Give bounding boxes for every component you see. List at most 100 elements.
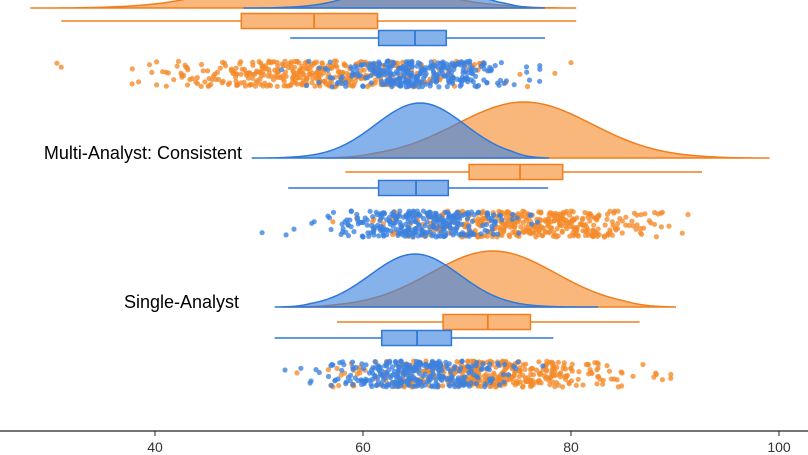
boxplot-orange-group-1 <box>345 163 703 181</box>
jitter-point <box>604 363 610 369</box>
jitter-point <box>379 78 385 84</box>
jitter-point <box>418 67 424 73</box>
jitter-point <box>409 58 415 64</box>
jitter-point <box>465 363 471 369</box>
jitter-point <box>405 218 411 224</box>
jitter-point <box>451 220 457 226</box>
jitter-point <box>679 230 685 236</box>
jitter-point <box>511 370 518 376</box>
jitter-point <box>610 222 616 228</box>
group-label-1: Multi-Analyst: Consistent <box>44 143 242 163</box>
jitter-point <box>506 361 512 367</box>
x-tick-label-1: 60 <box>355 439 371 455</box>
jitter-point <box>509 216 515 222</box>
jitter-point <box>523 229 529 235</box>
jitter-point <box>216 76 222 83</box>
jitter-point <box>464 211 470 217</box>
jitter-point <box>450 226 456 232</box>
jitter-point <box>458 82 464 88</box>
jitter-point <box>564 226 570 232</box>
jitter-point <box>438 376 444 382</box>
jitter-point <box>471 231 477 237</box>
jitter-point <box>198 83 204 89</box>
jitter-point <box>291 226 297 232</box>
jitter-point <box>459 358 465 364</box>
jitter-point <box>571 216 577 223</box>
jitter-point <box>623 222 629 228</box>
jitter-point <box>329 84 335 90</box>
jitter-point <box>404 379 410 385</box>
points-blue-group-1 <box>259 208 541 240</box>
jitter-point <box>505 372 511 378</box>
jitter-point <box>309 80 315 86</box>
jitter-point <box>586 371 592 377</box>
jitter-point <box>566 212 573 218</box>
jitter-point <box>298 365 304 371</box>
jitter-point <box>549 359 555 365</box>
jitter-point <box>338 231 344 238</box>
jitter-point <box>440 383 446 389</box>
jitter-point <box>470 79 476 85</box>
jitter-point <box>658 224 665 230</box>
jitter-point <box>629 218 635 224</box>
jitter-point <box>376 233 382 239</box>
jitter-point <box>328 382 334 389</box>
jitter-point <box>404 213 410 219</box>
jitter-point <box>328 363 334 369</box>
jitter-point <box>634 222 640 228</box>
jitter-point <box>338 372 344 378</box>
jitter-point <box>392 358 399 365</box>
jitter-point <box>274 69 280 75</box>
jitter-point <box>554 226 560 232</box>
jitter-point <box>533 234 539 240</box>
jitter-point <box>554 234 560 240</box>
jitter-point <box>668 371 674 377</box>
boxplot-orange-group-2 <box>337 313 640 331</box>
jitter-point <box>404 70 410 76</box>
jitter-point <box>334 81 340 87</box>
jitter-point <box>504 219 510 225</box>
jitter-point <box>497 382 503 388</box>
jitter-point <box>330 219 336 225</box>
jitter-point <box>634 212 640 218</box>
jitter-point <box>372 372 378 379</box>
jitter-point <box>349 83 355 89</box>
jitter-point <box>345 233 352 239</box>
jitter-point <box>378 225 384 232</box>
jitter-point <box>471 212 477 218</box>
jitter-point <box>290 68 296 74</box>
jitter-point <box>277 74 283 80</box>
jitter-point <box>250 71 256 78</box>
jitter-point <box>343 63 349 69</box>
jitter-point <box>434 226 440 232</box>
jitter-point <box>638 212 644 218</box>
jitter-point <box>312 83 318 89</box>
jitter-point <box>434 78 440 84</box>
jitter-point <box>299 82 305 88</box>
jitter-point <box>308 63 314 69</box>
jitter-point <box>212 71 218 77</box>
jitter-point <box>504 211 510 217</box>
jitter-point <box>582 209 588 216</box>
jitter-point <box>516 230 522 236</box>
jitter-point <box>343 83 349 89</box>
jitter-point <box>350 66 356 73</box>
jitter-point <box>384 67 390 73</box>
jitter-point <box>355 73 361 79</box>
jitter-point <box>560 384 566 390</box>
jitter-point <box>580 382 586 388</box>
jitter-point <box>639 231 645 237</box>
jitter-point <box>436 368 442 374</box>
jitter-point <box>297 69 303 75</box>
jitter-point <box>515 219 521 225</box>
boxplot-blue-group-1 <box>288 179 549 197</box>
jitter-point <box>499 217 505 223</box>
jitter-point <box>549 372 555 378</box>
jitter-point <box>206 83 212 89</box>
jitter-point <box>469 218 475 224</box>
jitter-point <box>316 79 322 85</box>
jitter-point <box>529 365 535 372</box>
jitter-point <box>235 82 241 88</box>
jitter-point <box>362 75 369 81</box>
jitter-point <box>476 209 482 215</box>
